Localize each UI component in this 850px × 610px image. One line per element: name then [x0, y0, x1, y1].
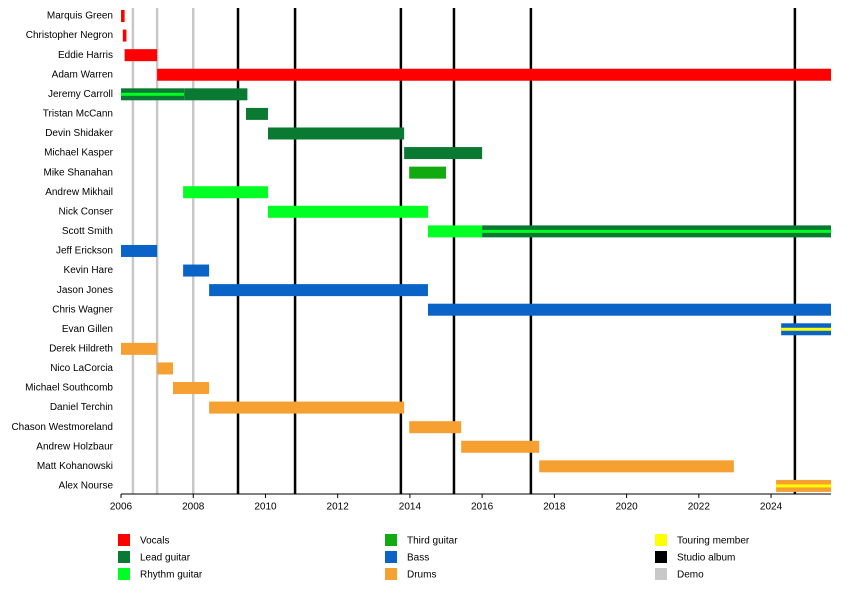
member-name: Matt Kohanowski	[37, 461, 113, 472]
member-bar	[183, 186, 268, 199]
member-name: Alex Nourse	[59, 481, 114, 492]
member-name: Scott Smith	[62, 226, 113, 237]
member-bar-overlay	[776, 484, 831, 488]
legend-swatch	[385, 534, 397, 546]
member-bar	[461, 440, 540, 453]
member-bar	[267, 127, 405, 140]
member-bar	[209, 284, 428, 297]
legend-swatch	[118, 534, 130, 546]
member-name: Kevin Hare	[64, 265, 114, 276]
legend-label: Bass	[407, 553, 429, 564]
member-name: Devin Shidaker	[45, 128, 113, 139]
legend-swatch	[118, 551, 130, 563]
member-bar	[427, 225, 483, 238]
member-bar	[122, 29, 127, 42]
member-name: Andrew Mikhail	[45, 187, 113, 198]
member-bar-overlay	[121, 92, 185, 96]
member-bar	[124, 49, 158, 62]
member-bar	[427, 303, 831, 316]
member-name: Eddie Harris	[58, 50, 113, 61]
x-tick-label: 2008	[182, 502, 205, 513]
member-bar	[245, 107, 268, 120]
x-tick-label: 2012	[327, 502, 350, 513]
member-name: Nick Conser	[59, 206, 114, 217]
member-bar	[183, 264, 210, 277]
legend-label: Drums	[407, 570, 436, 581]
member-bar-overlay	[482, 229, 831, 233]
member-bar	[539, 460, 734, 473]
x-tick-label: 2010	[254, 502, 277, 513]
legend-label: Studio album	[677, 553, 735, 564]
legend-swatch	[655, 568, 667, 580]
legend-label: Rhythm guitar	[140, 570, 203, 581]
member-name: Michael Southcomb	[25, 383, 113, 394]
legend-label: Touring member	[677, 536, 750, 547]
member-name: Christopher Negron	[26, 30, 113, 41]
legend-swatch	[655, 551, 667, 563]
member-name: Tristan McCann	[43, 109, 113, 120]
legend-label: Third guitar	[407, 536, 458, 547]
legend-label: Lead guitar	[140, 553, 191, 564]
member-name: Chason Westmoreland	[11, 422, 113, 433]
legend-swatch	[655, 534, 667, 546]
member-name: Jason Jones	[57, 285, 113, 296]
member-bar	[409, 421, 462, 434]
member-bar	[209, 401, 405, 414]
member-name: Michael Kasper	[44, 148, 114, 159]
member-bar	[121, 244, 158, 257]
member-name: Andrew Holzbaur	[36, 441, 113, 452]
member-name: Evan Gillen	[62, 324, 113, 335]
member-bar	[409, 166, 447, 179]
member-name: Mike Shanahan	[44, 167, 114, 178]
x-tick-label: 2016	[471, 502, 494, 513]
legend-swatch	[118, 568, 130, 580]
legend-label: Demo	[677, 570, 704, 581]
member-bar	[267, 205, 428, 218]
member-name: Jeremy Carroll	[48, 89, 113, 100]
member-name: Derek Hildreth	[49, 344, 113, 355]
legend-swatch	[385, 551, 397, 563]
member-bar	[173, 382, 210, 395]
member-bar	[121, 10, 125, 22]
member-name: Daniel Terchin	[50, 402, 113, 413]
x-tick-label: 2014	[399, 502, 422, 513]
x-tick-label: 2020	[615, 502, 638, 513]
x-tick-label: 2024	[760, 502, 783, 513]
member-bar-overlay	[781, 327, 831, 331]
member-bar	[157, 362, 174, 375]
member-bar	[121, 342, 158, 355]
member-bar	[404, 147, 483, 160]
member-bar	[184, 88, 248, 101]
member-bar	[157, 68, 831, 81]
member-name: Jeff Erickson	[56, 246, 113, 257]
member-name: Nico LaCorcia	[50, 363, 113, 374]
legend-label: Vocals	[140, 536, 169, 547]
x-tick-label: 2018	[543, 502, 566, 513]
x-tick-label: 2006	[110, 502, 133, 513]
legend-swatch	[385, 568, 397, 580]
x-tick-label: 2022	[688, 502, 711, 513]
member-name: Chris Wagner	[52, 304, 113, 315]
member-name: Marquis Green	[47, 11, 113, 22]
member-name: Adam Warren	[52, 69, 113, 80]
